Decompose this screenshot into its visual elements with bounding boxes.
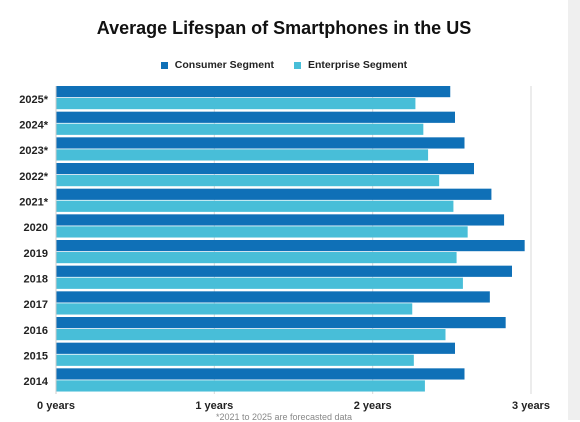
y-tick-label-1: 2024* [19, 120, 48, 132]
y-tick-label-10: 2015 [24, 351, 48, 363]
bar-consumer-9 [56, 317, 506, 329]
window-edge [568, 0, 580, 420]
legend-label-consumer: Consumer Segment [174, 59, 274, 71]
bar-chart-plot: 2025* 2024* 2023* 2022* 2021* 2020 2019 2018 201… [19, 86, 550, 412]
bar-enterprise-5 [56, 226, 468, 238]
chart-footnote: *2021 to 2025 are forecasted data [215, 412, 353, 422]
y-tick-label-8: 2017 [24, 299, 48, 311]
chart-title: Average Lifespan of Smartphones in the U… [96, 18, 472, 38]
bar-consumer-5 [56, 214, 505, 226]
bar-consumer-1 [56, 111, 455, 123]
bar-consumer-0 [56, 86, 451, 98]
chart-legend: Consumer Segment Enterprise Segment [0, 59, 568, 71]
y-tick-label-2: 2023* [19, 145, 48, 157]
y-tick-label-7: 2018 [24, 274, 48, 286]
legend-swatch-enterprise [293, 61, 301, 69]
x-tick-label-0: 0 years [37, 400, 75, 412]
bar-consumer-6 [56, 240, 525, 252]
bar-enterprise-7 [56, 277, 463, 289]
legend-item-consumer: Consumer Segment [160, 59, 274, 71]
x-tick-label-3: 3 years [512, 400, 550, 412]
legend-item-enterprise: Enterprise Segment [293, 59, 408, 71]
bar-enterprise-2 [56, 149, 429, 161]
bar-enterprise-1 [56, 123, 424, 135]
y-tick-label-3: 2022* [19, 171, 48, 183]
bar-consumer-11 [56, 368, 465, 380]
bar-enterprise-10 [56, 354, 414, 366]
bar-enterprise-0 [56, 98, 416, 110]
y-tick-label-5: 2020 [24, 222, 48, 234]
y-tick-label-4: 2021* [19, 197, 48, 209]
bar-enterprise-9 [56, 329, 446, 341]
x-tick-label-1: 1 years [195, 400, 233, 412]
bar-enterprise-8 [56, 303, 413, 315]
bar-consumer-2 [56, 137, 465, 149]
bar-consumer-7 [56, 265, 512, 277]
bar-consumer-3 [56, 163, 474, 175]
y-tick-label-9: 2016 [24, 325, 48, 337]
bar-enterprise-6 [56, 252, 457, 264]
y-tick-label-6: 2019 [24, 248, 48, 260]
y-tick-label-11: 2014 [24, 376, 49, 388]
y-tick-label-0: 2025* [19, 94, 48, 106]
legend-swatch-consumer [160, 61, 168, 69]
bar-enterprise-11 [56, 380, 425, 392]
bar-consumer-4 [56, 188, 492, 200]
bar-enterprise-3 [56, 175, 440, 187]
bar-enterprise-4 [56, 200, 454, 212]
legend-label-enterprise: Enterprise Segment [307, 59, 408, 71]
x-tick-label-2: 2 years [354, 400, 392, 412]
bar-consumer-8 [56, 291, 490, 303]
bar-consumer-10 [56, 342, 455, 354]
